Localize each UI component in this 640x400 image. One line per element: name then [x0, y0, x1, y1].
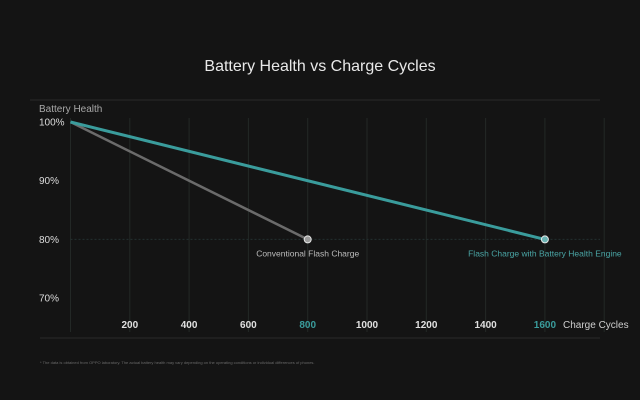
series-line-2 [70, 120, 546, 241]
x-tick-label: 1600 [534, 320, 557, 331]
x-tick-label: 200 [121, 320, 138, 331]
y-tick-label: 70% [39, 294, 59, 305]
x-tick-label: 1400 [474, 320, 497, 331]
series-end-point-1 [303, 235, 312, 244]
y-axis-label: Battery Health [39, 104, 102, 115]
chart-title: Battery Health vs Charge Cycles [204, 58, 436, 75]
x-tick-label: 1000 [356, 320, 379, 331]
x-tick-label: 600 [240, 320, 257, 331]
series-end-point-2 [540, 235, 549, 244]
x-tick-label: 1200 [415, 320, 438, 331]
series-line-1 [69, 120, 309, 241]
series-label-1: Conventional Flash Charge [256, 248, 359, 258]
y-tick-label: 80% [39, 235, 59, 246]
x-tick-label: 400 [181, 320, 198, 331]
y-tick-label: 100% [39, 118, 65, 129]
footnote: * The data is obtained from OPPO laborat… [40, 360, 315, 365]
x-axis-label: Charge Cycles [563, 320, 629, 331]
y-tick-label: 90% [39, 176, 59, 187]
x-tick-label: 800 [299, 320, 316, 331]
series-label-2: Flash Charge with Battery Health Engine [468, 248, 622, 258]
